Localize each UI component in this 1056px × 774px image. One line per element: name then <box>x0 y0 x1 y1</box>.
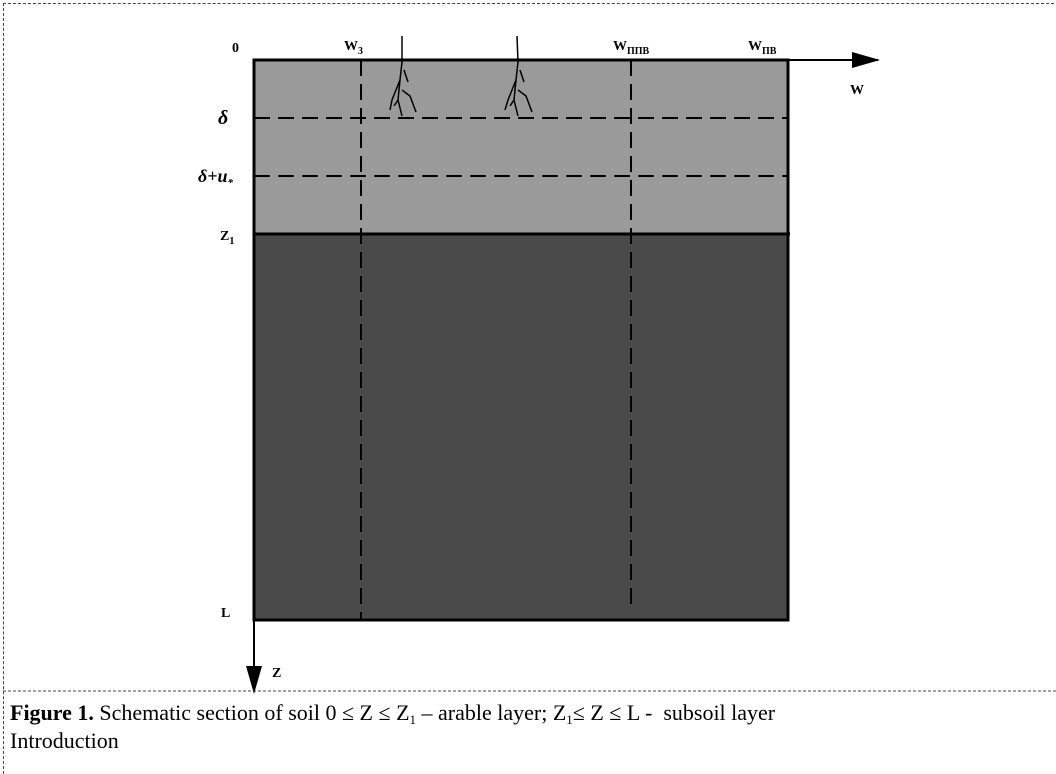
w3-label: W3 <box>344 39 363 57</box>
origin-label: 0 <box>232 41 239 56</box>
l-label: L <box>221 606 230 621</box>
wppv-label: WППВ <box>613 39 650 57</box>
z1-label: Z1 <box>220 229 234 247</box>
delta-label: δ <box>218 107 228 129</box>
delta-u-label: δ+u* <box>198 166 234 189</box>
arable-layer <box>254 60 788 234</box>
dashed-lines <box>254 60 788 620</box>
roots <box>389 35 533 117</box>
subsoil-layer <box>254 234 788 620</box>
wpv-label: WПВ <box>748 39 777 57</box>
caption: Figure 1. Schematic section of soil 0 ≤ … <box>10 700 776 727</box>
heading: Introduction <box>10 728 119 753</box>
frame <box>3 3 1056 774</box>
z-axis-label: Z <box>272 666 281 681</box>
w-axis-label: W <box>850 83 864 98</box>
